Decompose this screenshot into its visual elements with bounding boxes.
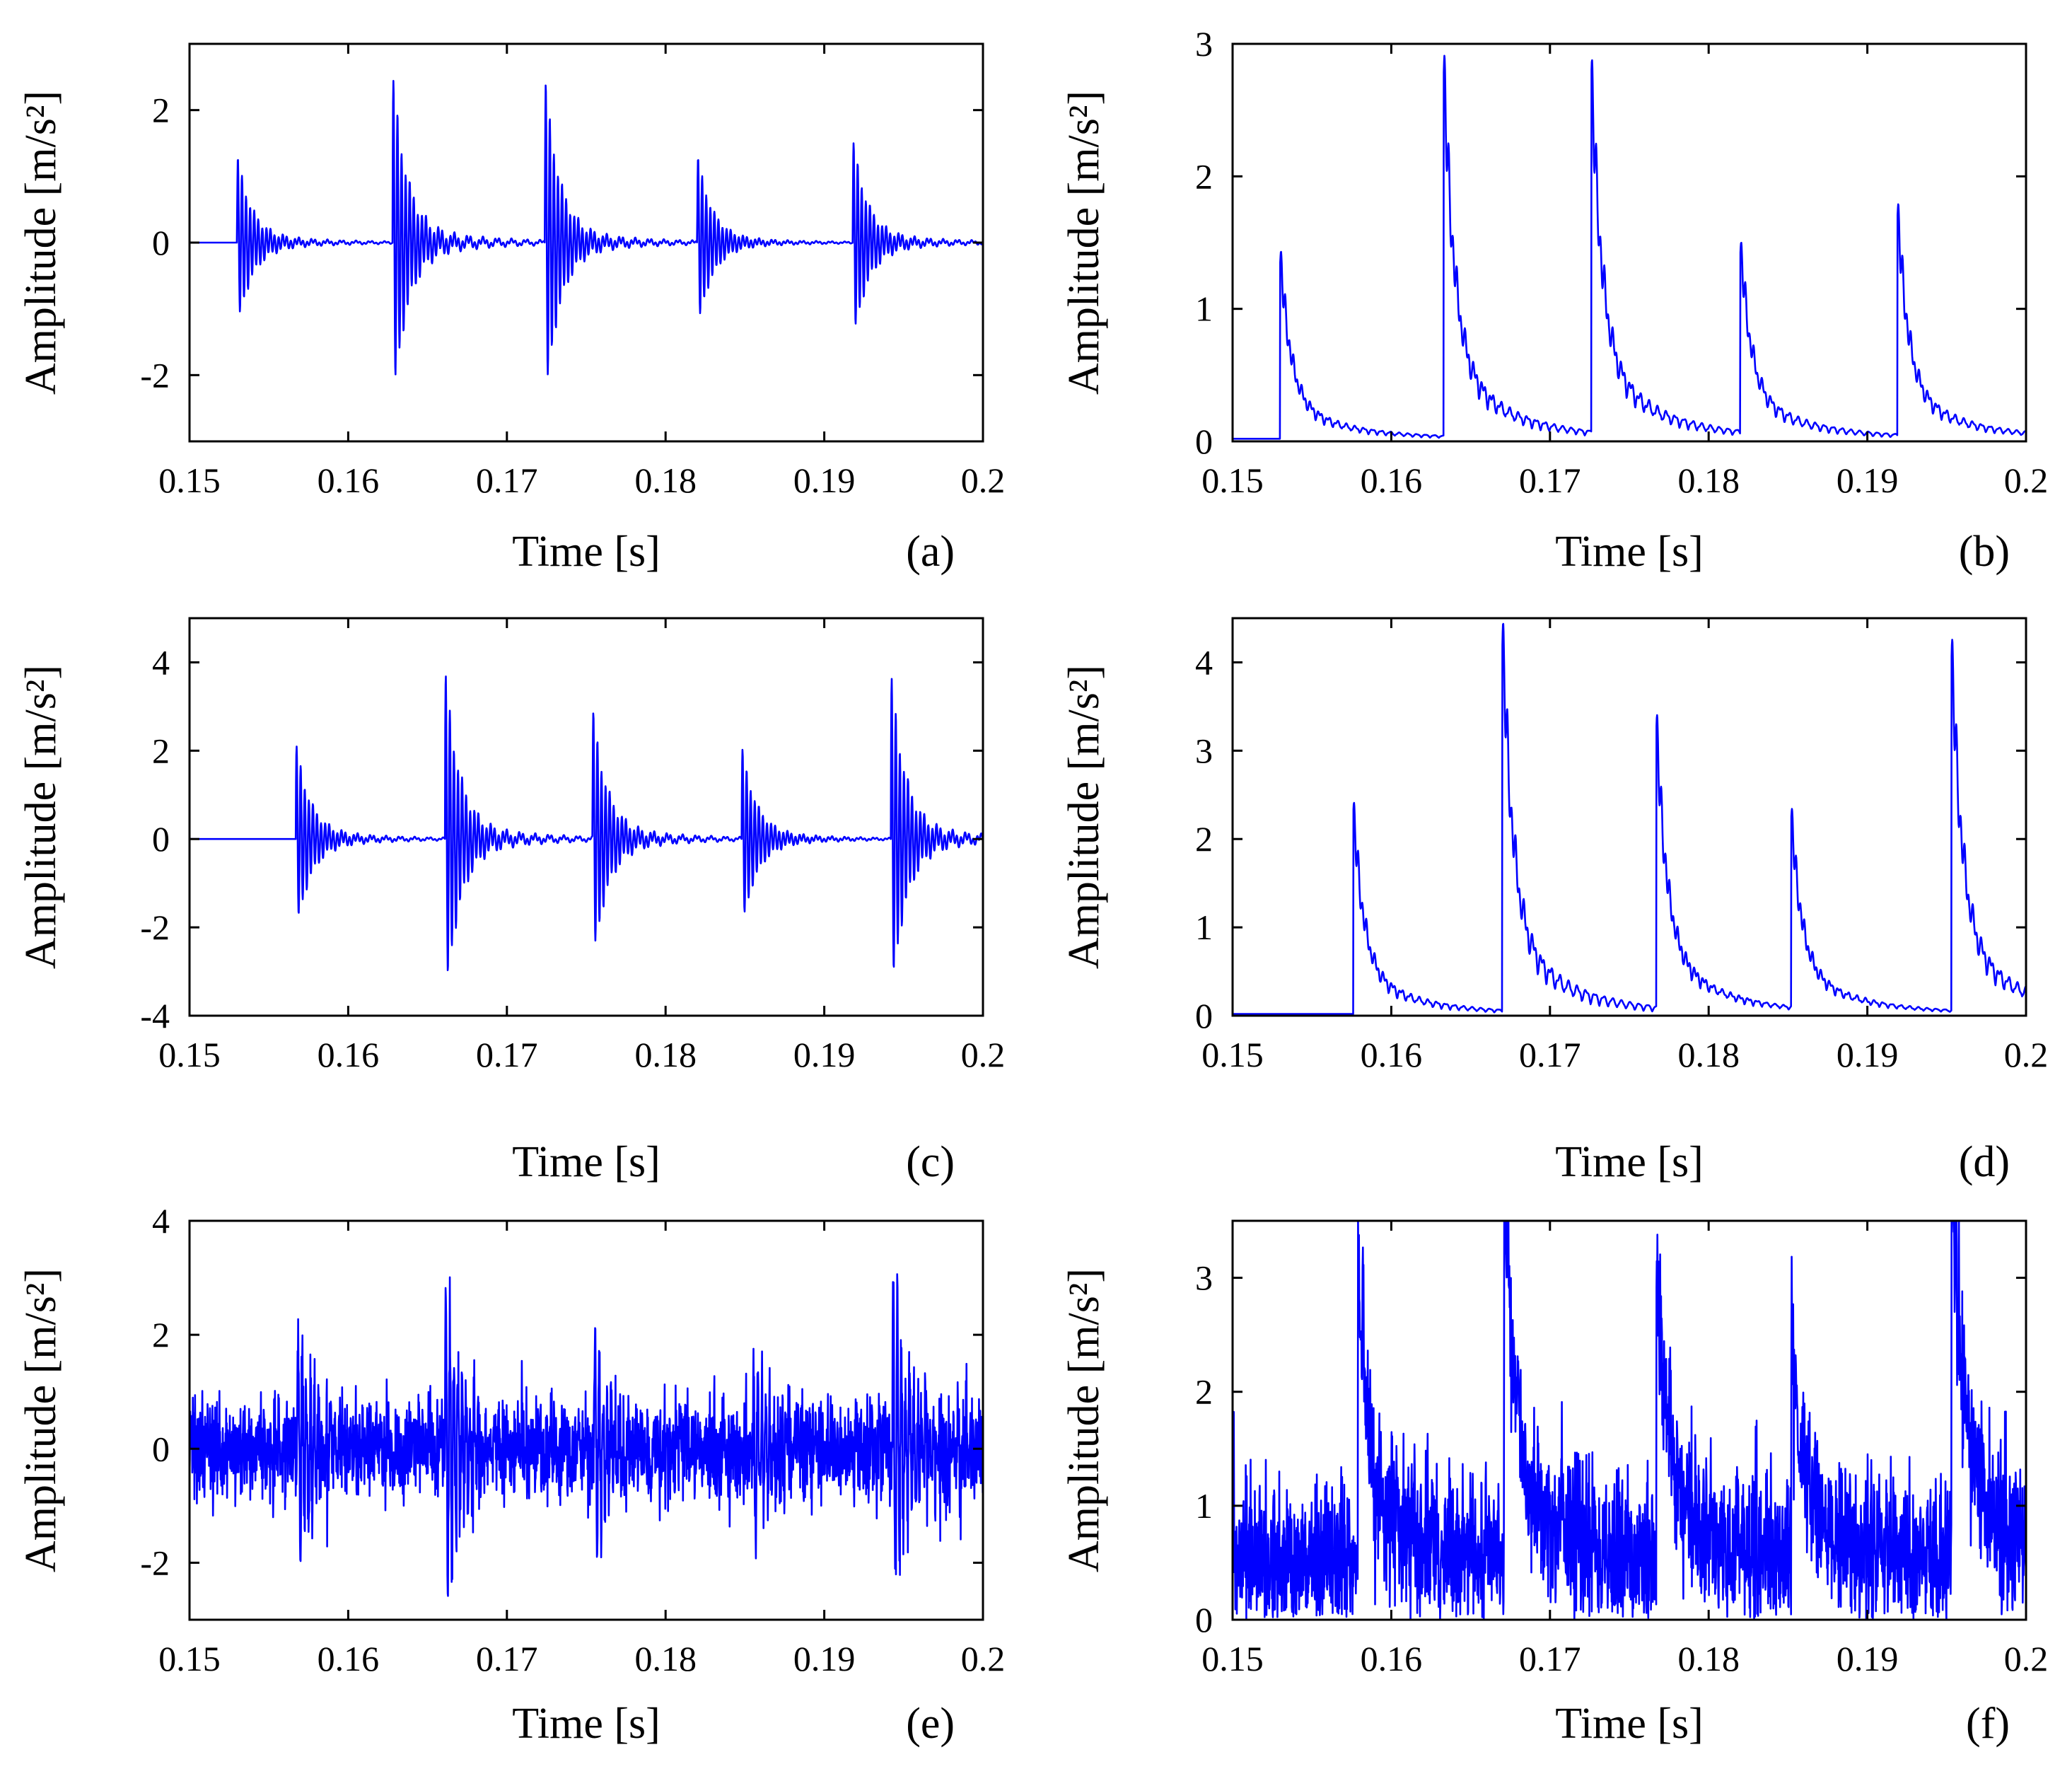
panel-label: (f) [1966, 1700, 2010, 1748]
x-axis-label: Time [s] [512, 1138, 660, 1186]
y-tick-label: 2 [1195, 819, 1213, 859]
x-tick-label: 0.19 [793, 460, 856, 500]
x-tick-label: 0.18 [634, 1639, 697, 1678]
chart-panel-f: 0.15 0.16 0.17 0.18 0.19 0.2 0 1 2 3 Time [s] Ampli… [1060, 1219, 2049, 1748]
x-tick-label: 0.18 [634, 460, 697, 500]
series-line-f-0 [1233, 1221, 2026, 1620]
x-tick-label: 0.17 [476, 1639, 538, 1678]
x-tick-label: 0.19 [793, 1639, 856, 1678]
y-tick-label: 1 [1195, 907, 1213, 947]
y-tick-label: 0 [152, 819, 170, 859]
x-axis-label: Time [s] [1555, 1700, 1704, 1748]
x-tick-label: 0.2 [2004, 1639, 2049, 1678]
y-tick-label: 0 [1195, 996, 1213, 1035]
x-tick-label: 0.16 [1361, 460, 1423, 500]
y-tick-label: -2 [140, 1543, 170, 1582]
panel-label: (a) [906, 528, 955, 576]
x-tick-label: 0.18 [634, 1035, 697, 1074]
plot-frame-f [1231, 1219, 2027, 1621]
panel-label: (e) [906, 1700, 955, 1748]
y-axis-label: Amplitude [m/s²] [1060, 91, 1108, 395]
y-tick-label: 0 [152, 223, 170, 262]
series-line-a-0 [190, 80, 983, 376]
x-tick-label: 0.17 [1519, 1639, 1581, 1678]
y-tick-label: 2 [152, 731, 170, 770]
chart-panel-a: 0.15 0.16 0.17 0.18 0.19 0.2 -2 0 2 Time [s] Ampli… [17, 42, 1006, 576]
x-tick-label: 0.16 [1361, 1035, 1423, 1074]
y-tick-label: 0 [1195, 1600, 1213, 1640]
chart-panel-c: 0.15 0.16 0.17 0.18 0.19 0.2 -4 -2 0 2 4 Time [s] Am… [17, 617, 1006, 1186]
x-tick-label: 0.17 [476, 1035, 538, 1074]
x-tick-label: 0.15 [1201, 1035, 1264, 1074]
y-axis-label: Amplitude [m/s²] [17, 91, 65, 395]
series-line-b-0 [1233, 54, 2026, 440]
y-tick-label: 4 [152, 642, 170, 682]
x-tick-label: 0.15 [158, 460, 221, 500]
y-tick-label: -4 [140, 996, 170, 1035]
y-tick-label: 2 [152, 1315, 170, 1354]
y-axis-label: Amplitude [m/s²] [1060, 665, 1108, 969]
x-tick-label: 0.15 [1201, 1639, 1264, 1678]
x-tick-label: 0.19 [1837, 1035, 1899, 1074]
y-tick-label: 4 [152, 1201, 170, 1241]
y-tick-label: 2 [1195, 1372, 1213, 1412]
panel-label: (d) [1959, 1138, 2010, 1186]
x-tick-label: 0.15 [158, 1035, 221, 1074]
y-axis-label: Amplitude [m/s²] [17, 665, 65, 969]
x-axis-label: Time [s] [512, 1700, 660, 1748]
x-tick-label: 0.2 [2004, 460, 2049, 500]
plot-frame-b [1231, 42, 2027, 443]
series-line-c-0 [190, 675, 983, 971]
x-tick-label: 0.17 [476, 460, 538, 500]
x-tick-label: 0.15 [1201, 460, 1264, 500]
x-tick-label: 0.17 [1519, 460, 1581, 500]
y-axis-label: Amplitude [m/s²] [17, 1268, 65, 1572]
x-tick-label: 0.16 [318, 1035, 380, 1074]
panel-label: (b) [1959, 528, 2010, 576]
x-axis-label: Time [s] [1555, 528, 1704, 576]
x-tick-label: 0.2 [2004, 1035, 2049, 1074]
chart-panel-e: 0.15 0.16 0.17 0.18 0.19 0.2 -2 0 2 4 Time [s] Ampl… [17, 1201, 1005, 1748]
y-tick-label: 1 [1195, 1486, 1213, 1526]
chart-panel-d: 0.15 0.16 0.17 0.18 0.19 0.2 0 1 2 3 4 Time [s] Ampl… [1060, 617, 2049, 1186]
plot-frame-c [188, 617, 984, 1017]
x-tick-label: 0.16 [1361, 1639, 1423, 1678]
series-line-d-0 [1233, 622, 2026, 1015]
x-axis-label: Time [s] [1555, 1138, 1704, 1186]
series-line-e-0 [190, 1273, 983, 1597]
y-tick-label: 3 [1195, 1258, 1213, 1298]
x-tick-label: 0.15 [158, 1639, 221, 1678]
x-tick-label: 0.19 [793, 1035, 856, 1074]
x-axis-label: Time [s] [512, 528, 660, 576]
x-tick-label: 0.16 [318, 1639, 380, 1678]
x-tick-label: 0.2 [961, 1639, 1006, 1678]
y-tick-label: 3 [1195, 731, 1213, 770]
x-tick-label: 0.18 [1677, 1035, 1740, 1074]
x-tick-label: 0.16 [318, 460, 380, 500]
y-tick-label: 3 [1195, 24, 1213, 64]
plot-frame-e [188, 1219, 984, 1621]
x-tick-label: 0.19 [1837, 460, 1899, 500]
y-tick-label: 2 [1195, 156, 1213, 196]
plot-frame-d [1231, 617, 2027, 1017]
y-tick-label: 0 [1195, 422, 1213, 461]
y-tick-label: 4 [1195, 642, 1213, 682]
x-tick-label: 0.17 [1519, 1035, 1581, 1074]
chart-panel-b: 0.15 0.16 0.17 0.18 0.19 0.2 0 1 2 3 Time [s] Ampli… [1060, 24, 2048, 576]
y-tick-label: -2 [140, 907, 170, 947]
y-tick-label: 1 [1195, 289, 1213, 329]
x-tick-label: 0.2 [961, 460, 1006, 500]
y-tick-label: 2 [152, 91, 170, 130]
x-tick-label: 0.18 [1677, 460, 1740, 500]
x-tick-label: 0.19 [1837, 1639, 1899, 1678]
panel-label: (c) [906, 1138, 955, 1186]
y-axis-label: Amplitude [m/s²] [1060, 1268, 1108, 1572]
x-tick-label: 0.18 [1677, 1639, 1740, 1678]
x-tick-label: 0.2 [961, 1035, 1006, 1074]
y-tick-label: -2 [140, 355, 170, 395]
y-tick-label: 0 [152, 1429, 170, 1468]
